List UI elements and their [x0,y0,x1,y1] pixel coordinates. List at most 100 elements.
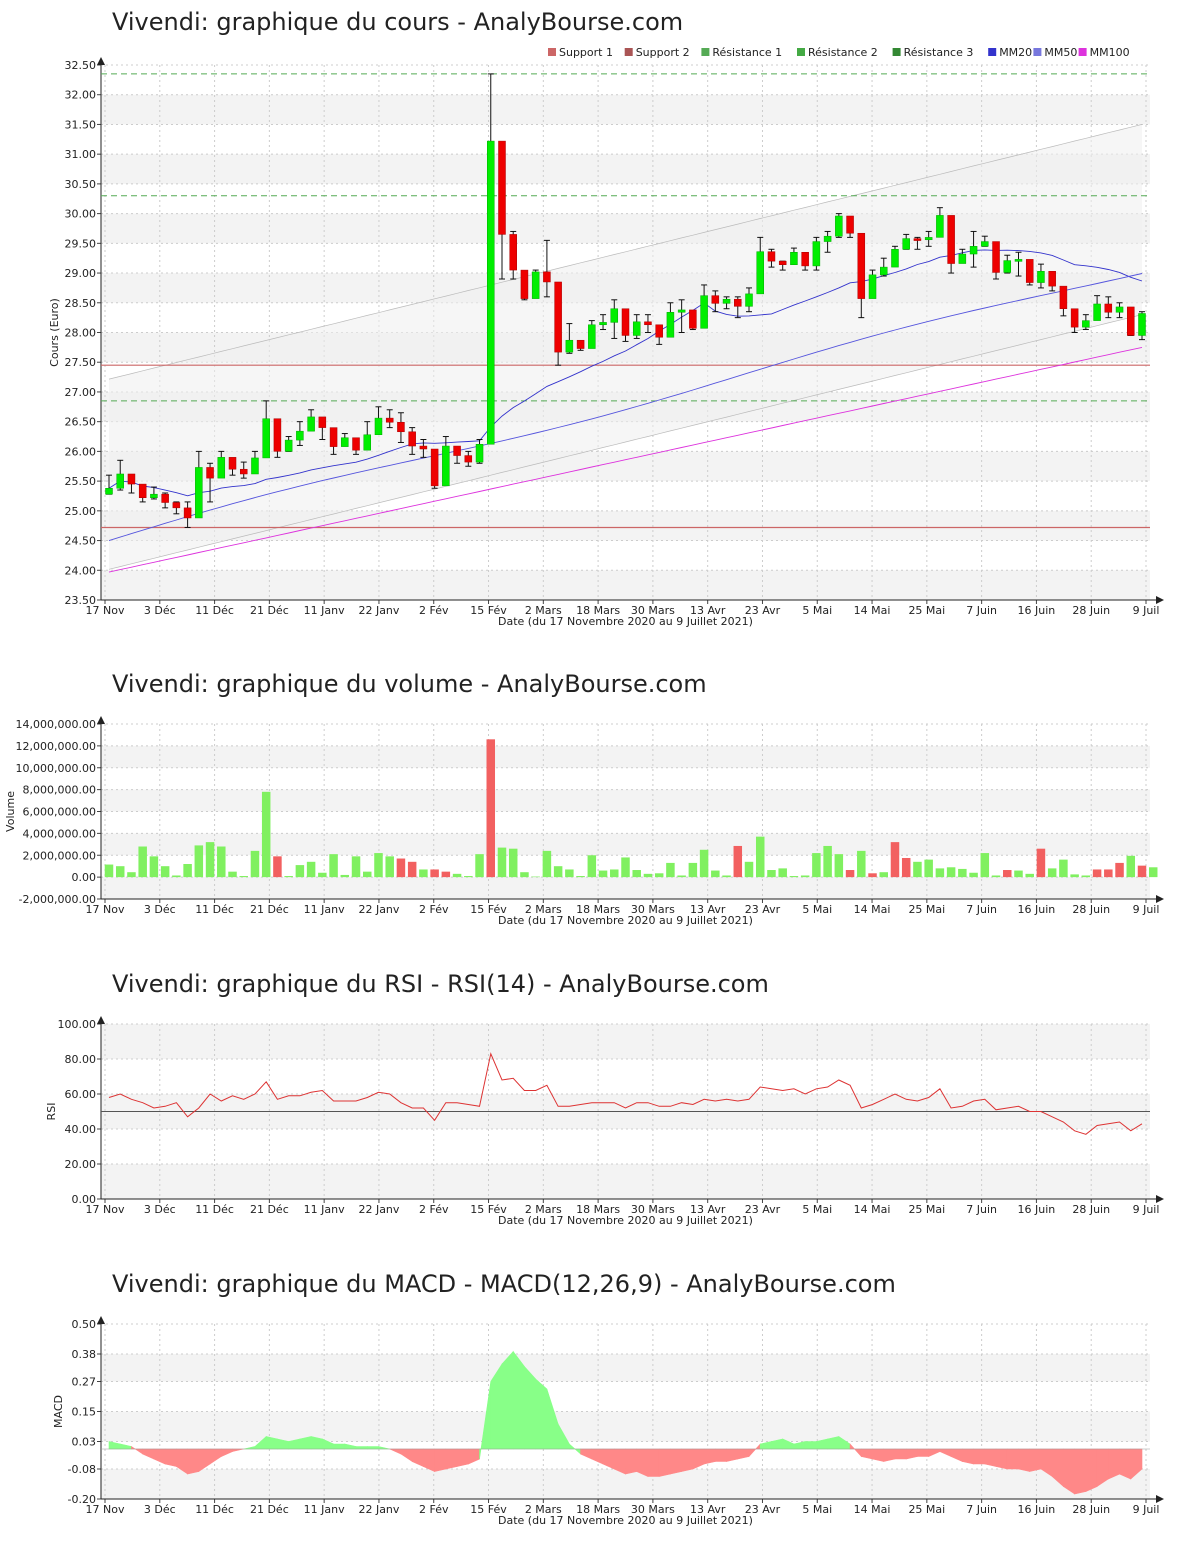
macd-negative-area [726,1448,739,1462]
candle-body [913,238,922,241]
volume-bar [497,847,507,878]
macd-negative-area [423,1448,435,1472]
candle-body [531,271,540,299]
candle-body [498,140,506,235]
macd-positive-area [378,1446,390,1450]
macd-negative-area [658,1448,671,1477]
x-tick-label: 16 Juin [1018,1503,1056,1516]
candle-body [487,140,495,445]
y-tick-label: 0.00 [72,871,97,884]
macd-positive-area [108,1441,121,1450]
volume-bar [991,875,1001,878]
x-tick-label: 22 Janv [358,1503,399,1516]
macd-negative-area [894,1448,907,1460]
candle-body [599,322,607,326]
legend-label: Résistance 2 [808,46,878,59]
y-tick-label: 10,000,000.00 [16,762,96,775]
candle-body [902,238,910,250]
y-tick-label: 2,000,000.00 [23,849,96,862]
candle-body [318,416,327,428]
x-tick-label: 17 Nov [86,1203,125,1216]
volume-bar [1047,868,1057,878]
macd-negative-area [1018,1448,1031,1472]
volume-bar [508,848,518,878]
volume-bar [654,873,664,878]
x-tick-label: 15 Fév [470,1503,507,1516]
grid-band [101,1024,1150,1059]
macd-positive-area [759,1441,772,1450]
candle-body [374,417,383,435]
candle-body [1115,306,1124,313]
x-tick-label: 18 Mars [576,1503,620,1516]
grid-band [101,94,1150,125]
macd-positive-area [299,1436,312,1450]
x-tick-label: 15 Fév [470,604,507,617]
y-tick-label: 27.00 [65,386,97,399]
legend-label: Support 2 [636,46,690,59]
candle-body [576,339,585,349]
volume-bar [598,870,608,878]
candle-body [1059,285,1068,309]
candle-body [1127,306,1135,336]
candle-body [206,467,214,479]
legend-swatch [1078,48,1087,56]
volume-bar [1115,862,1124,878]
y-axis-title: RSI [45,1103,58,1121]
volume-bar [610,869,619,878]
y-tick-label: 28.50 [65,297,97,310]
y-tick-label: 24.50 [65,535,97,548]
candle-body [1082,320,1090,328]
macd-negative-area [1006,1448,1019,1470]
volume-bar [901,857,911,878]
volume-bar [643,873,653,878]
y-tick-label: 40.00 [65,1123,97,1136]
macd-negative-area [984,1448,997,1467]
candle-body [1003,260,1012,273]
x-tick-label: 16 Juin [1018,604,1056,617]
candle-body [251,457,259,475]
x-tick-label: 22 Janv [358,604,399,617]
legend-label: Résistance 3 [904,46,974,59]
candle-body [1025,259,1034,283]
y-tick-label: 0.27 [72,1376,97,1389]
candle-body [947,215,955,264]
x-tick-label: 7 Juin [966,903,997,916]
volume-bar [115,866,125,878]
y-tick-label: 26.50 [65,416,97,429]
candle-body [217,457,226,479]
volume-bar [868,873,877,878]
volume-bar [969,872,978,878]
volume-bar [239,876,248,878]
candle-body [509,234,517,271]
macd-negative-area [164,1448,177,1467]
volume-bar [946,867,956,878]
x-tick-label: 15 Fév [470,903,507,916]
volume-bar [374,853,383,878]
volume-bar [261,791,271,878]
x-tick-label: 13 Avr [690,604,726,617]
candle-body [677,309,686,313]
x-tick-label: 30 Mars [631,903,675,916]
candle-body [745,293,753,307]
volume-bar [351,856,361,878]
grid-band [101,1164,1150,1199]
x-tick-label: 14 Mai [854,903,891,916]
candle-body [1104,303,1113,313]
x-tick-label: 28 Juin [1072,604,1110,617]
x-tick-label: 2 Fév [419,1503,449,1516]
candle-body [880,266,888,276]
candle-body [195,467,203,519]
macd-negative-area [434,1448,447,1472]
candle-body [430,448,439,487]
candle-body [722,298,731,304]
macd-negative-area [456,1448,469,1467]
volume-bar [823,845,832,878]
volume-bar [1003,870,1012,878]
grid-band [101,1411,1150,1442]
candle-body [846,215,854,234]
candle-body [857,232,866,299]
macd-chart: -0.20 -0.08 0.03 0.15 0.27 0.38 0.50 17 Nov 3 Dé… [52,1316,1164,1527]
x-tick-label: 3 Déc [144,604,176,617]
y-tick-label: 23.50 [65,594,97,607]
volume-bar [194,845,204,878]
